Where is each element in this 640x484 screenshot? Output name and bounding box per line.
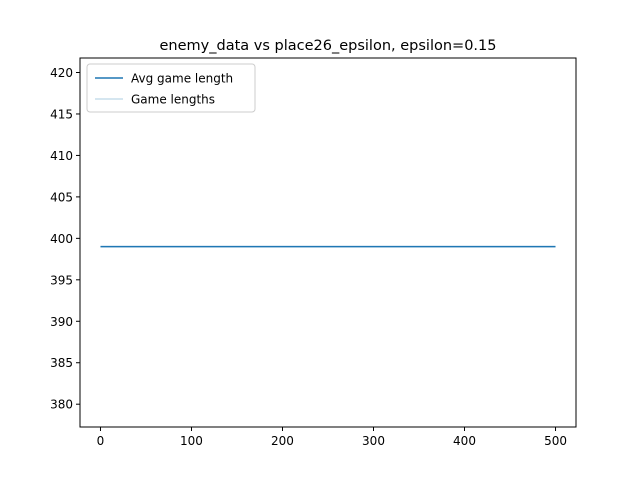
y-tick-label: 410 — [50, 149, 73, 163]
y-tick-label: 420 — [50, 66, 73, 80]
x-tick-label: 300 — [362, 434, 385, 448]
legend-label-1: Game lengths — [131, 93, 215, 107]
x-tick-label: 200 — [271, 434, 294, 448]
x-axis-ticks: 0 100 200 300 400 500 — [97, 427, 567, 448]
y-tick-label: 415 — [50, 107, 73, 121]
x-tick-label: 500 — [544, 434, 567, 448]
chart-title: enemy_data vs place26_epsilon, epsilon=0… — [160, 38, 497, 54]
y-tick-label: 400 — [50, 232, 73, 246]
plot-area-frame — [79, 57, 577, 428]
x-tick-label: 100 — [180, 434, 203, 448]
y-tick-label: 390 — [50, 315, 73, 329]
x-tick-label: 0 — [97, 434, 105, 448]
legend: Avg game length Game lengths — [86, 63, 256, 113]
y-tick-label: 405 — [50, 190, 73, 204]
y-tick-label: 385 — [50, 356, 73, 370]
y-tick-label: 395 — [50, 273, 73, 287]
legend-label-0: Avg game length — [131, 72, 233, 86]
y-tick-label: 380 — [50, 398, 73, 412]
x-tick-label: 400 — [453, 434, 476, 448]
legend-box — [86, 63, 256, 113]
y-axis-ticks: 380 385 390 395 400 405 410 415 420 — [50, 66, 80, 412]
